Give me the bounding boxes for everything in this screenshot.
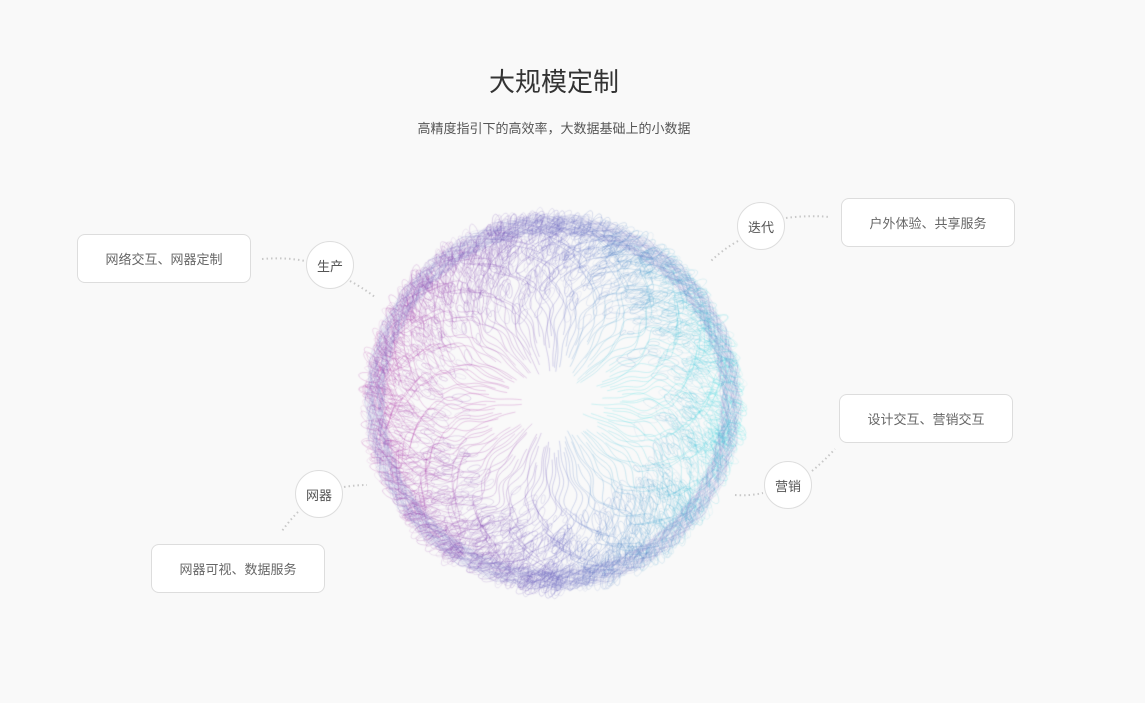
node-iteration[interactable]: 迭代 [737, 202, 785, 250]
feature-box-iteration[interactable]: 户外体验、共享服务 [841, 198, 1015, 247]
data-sphere-visual [353, 202, 753, 602]
feature-box-device[interactable]: 网器可视、数据服务 [151, 544, 325, 593]
page-title: 大规模定制 [488, 68, 619, 98]
connector-line [811, 448, 836, 472]
node-marketing[interactable]: 营销 [764, 461, 812, 509]
connector-line [281, 511, 299, 532]
connector-line [785, 215, 831, 219]
feature-box-production[interactable]: 网络交互、网器定制 [77, 234, 251, 283]
connector-line [261, 257, 306, 262]
node-device[interactable]: 网器 [295, 470, 343, 518]
feature-box-marketing[interactable]: 设计交互、营销交互 [839, 394, 1013, 443]
node-production[interactable]: 生产 [306, 241, 354, 289]
page-subtitle: 高精度指引下的高效率，大数据基础上的小数据 [417, 122, 691, 137]
